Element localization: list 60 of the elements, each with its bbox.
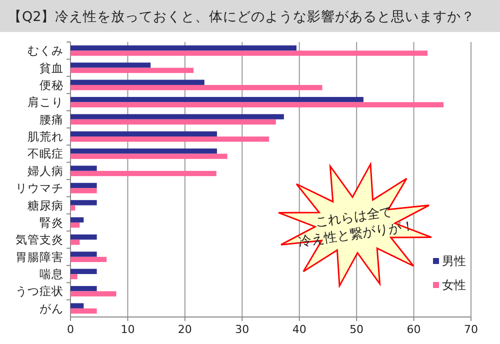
y-tick-label: 不眠症: [28, 146, 64, 161]
bar: [70, 308, 97, 314]
bar: [70, 80, 204, 85]
bar: [70, 286, 97, 292]
bar: [70, 50, 428, 56]
y-tick-label: 胃腸障害: [16, 250, 64, 264]
bar: [70, 62, 151, 68]
x-tick-label: 50: [350, 323, 364, 336]
bar: [70, 303, 84, 308]
chart-title: 【Q2】冷え性を放っておくと、体にどのような影響があると思いますか？: [8, 9, 476, 25]
legend-label: 男性: [442, 254, 466, 268]
x-tick-label: 20: [178, 323, 192, 336]
y-tick-label: 気管支炎: [16, 232, 64, 247]
bar: [70, 136, 270, 142]
x-tick-label: 70: [464, 323, 478, 336]
y-tick-label: 腎炎: [40, 215, 64, 230]
bar: [70, 291, 116, 296]
y-tick-label: 喘息: [40, 267, 64, 282]
bar: [70, 45, 296, 51]
x-tick-label: 60: [406, 323, 421, 336]
bar: [70, 268, 97, 274]
bar: [70, 170, 216, 176]
y-tick-label: 婦人病: [28, 164, 64, 178]
bar: [70, 166, 97, 171]
bar: [70, 274, 78, 280]
y-tick-label: 貧血: [40, 60, 64, 75]
y-tick-label: リウマチ: [16, 181, 64, 196]
bar: [70, 102, 444, 108]
bar: [70, 84, 322, 90]
y-tick-label: 糖尿病: [28, 198, 64, 212]
x-tick-label: 0: [67, 323, 74, 336]
bar: [70, 96, 364, 102]
bar: [70, 240, 80, 245]
annotation: これらは全て 冷え性と繋がりが！: [297, 204, 416, 250]
bar: [70, 154, 228, 159]
legend-label: 女性: [442, 278, 466, 292]
y-tick-label: 肌荒れ: [28, 130, 64, 144]
x-tick-label: 40: [292, 323, 306, 336]
y-tick-label: がん: [40, 301, 64, 316]
bar: [70, 200, 97, 206]
bar: [70, 148, 217, 154]
bar: [70, 131, 217, 137]
bar: [70, 222, 80, 228]
bar: [70, 188, 97, 194]
bar: [70, 119, 276, 125]
y-tick-label: うつ症状: [16, 284, 64, 298]
y-tick-label: 肩こり: [28, 95, 64, 110]
bar: [70, 68, 194, 73]
x-tick-label: 10: [120, 323, 135, 336]
y-tick-label: 腰痛: [40, 112, 64, 126]
bar: [70, 256, 107, 262]
bar: [70, 182, 97, 188]
bar: [70, 205, 76, 210]
bar: [70, 114, 284, 120]
bar: [70, 252, 97, 257]
y-tick-label: 便秘: [40, 78, 64, 92]
bar: [70, 234, 97, 240]
y-tick-label: むくみ: [28, 44, 64, 58]
bar: [70, 217, 84, 222]
x-tick-label: 30: [235, 323, 250, 336]
